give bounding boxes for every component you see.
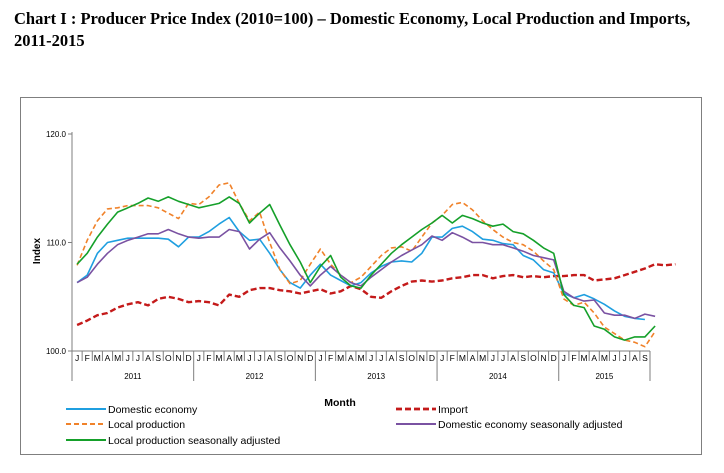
x-tick-label: F [85,353,90,363]
x-tick-label: N [540,353,546,363]
x-tick-label: J [126,353,130,363]
x-tick-label: J [318,353,322,363]
legend-label-local-production: Local production [108,419,185,431]
x-tick-label: A [591,353,597,363]
x-tick-label: J [136,353,140,363]
x-tick-label: A [389,353,395,363]
series-line-local-production-seasonally-adjusted [76,196,656,341]
x-tick-label: A [348,353,354,363]
x-tick-label: O [408,353,415,363]
x-tick-label: O [530,353,537,363]
x-tick-label: M [581,353,588,363]
x-axis-label: Month [324,397,356,409]
x-tick-label: D [429,353,435,363]
x-tick-label: J [623,353,627,363]
y-tick-label: 100.0 [46,347,67,356]
x-year-label: 2014 [489,372,507,381]
x-tick-label: A [632,353,638,363]
x-tick-label: F [450,353,455,363]
x-tick-label: N [419,353,425,363]
x-tick-label: S [399,353,405,363]
x-year-label: 2013 [367,372,385,381]
x-tick-label: M [337,353,344,363]
series-line-import [76,263,676,327]
x-tick-label: J [379,353,383,363]
x-year-label: 2012 [246,372,264,381]
chart-frame [20,97,702,455]
legend-label-domestic-economy-seasonally-adjusted: Domestic economy seasonally adjusted [438,419,623,431]
x-tick-label: F [571,353,576,363]
legend-label-import: Import [438,404,468,416]
y-axis-label: Index [32,238,43,265]
x-tick-label: O [165,353,172,363]
x-tick-label: J [197,353,201,363]
x-tick-label: M [357,353,364,363]
x-tick-label: J [562,353,566,363]
x-tick-label: M [236,353,243,363]
x-tick-label: J [440,353,444,363]
x-tick-label: A [267,353,273,363]
x-tick-label: N [175,353,181,363]
x-tick-label: A [105,353,111,363]
x-tick-label: J [257,353,261,363]
x-tick-label: M [215,353,222,363]
x-tick-label: J [75,353,79,363]
x-tick-label: A [470,353,476,363]
x-year-label: 2011 [124,372,142,381]
x-tick-label: A [226,353,232,363]
x-tick-label: F [206,353,211,363]
x-tick-label: D [186,353,192,363]
x-tick-label: O [287,353,294,363]
x-tick-label: J [369,353,373,363]
x-tick-label: S [277,353,283,363]
x-tick-label: M [114,353,121,363]
x-tick-label: D [551,353,557,363]
y-tick-label: 110.0 [47,239,67,248]
x-tick-label: A [145,353,151,363]
x-tick-label: M [479,353,486,363]
x-tick-label: J [501,353,505,363]
legend-label-local-production-seasonally-adjusted: Local production seasonally adjusted [108,435,280,447]
y-tick-label: 120.0 [46,130,67,139]
x-tick-label: A [510,353,516,363]
x-tick-label: J [612,353,616,363]
x-tick-label: D [307,353,313,363]
x-tick-label: J [491,353,495,363]
x-tick-label: S [155,353,161,363]
series-line-domestic-economy [76,216,645,321]
legend: Domestic economy Import Local production Do… [66,404,623,447]
x-tick-label: J [247,353,251,363]
x-tick-label: F [328,353,333,363]
x-tick-label: M [94,353,101,363]
x-tick-label: S [520,353,526,363]
series-lines [76,182,676,348]
x-year-label: 2015 [595,372,613,381]
x-tick-label: S [642,353,648,363]
page-title: Chart I : Producer Price Index (2010=100… [14,9,691,50]
x-tick-label: N [297,353,303,363]
series-line-local-production [76,182,656,348]
x-tick-label: M [601,353,608,363]
x-tick-label: M [459,353,466,363]
series-line-domestic-economy-seasonally-adjusted [76,228,656,320]
legend-label-domestic-economy: Domestic economy [108,404,198,416]
